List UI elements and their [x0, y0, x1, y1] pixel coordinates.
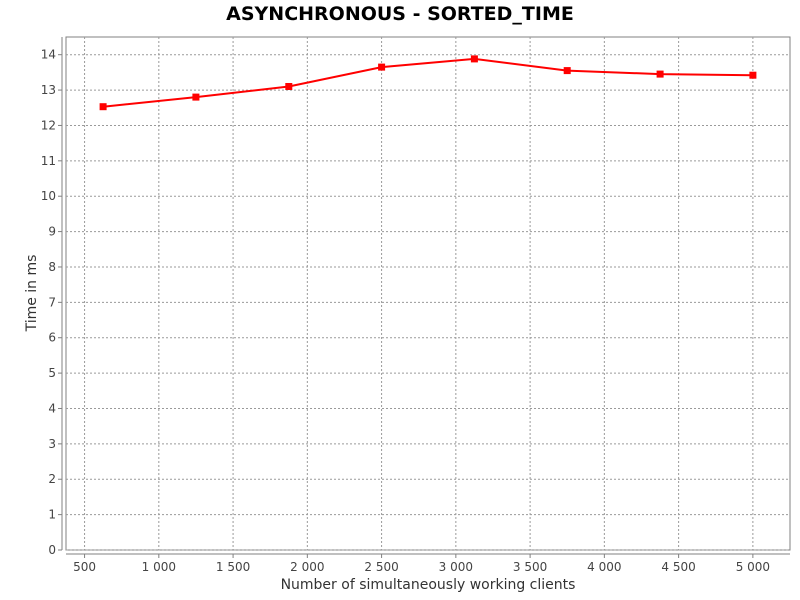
- y-tick-label: 8: [48, 260, 56, 274]
- y-tick-label: 3: [48, 437, 56, 451]
- grid-lines: [66, 37, 790, 551]
- y-tick-label: 5: [48, 366, 56, 380]
- x-tick-label: 4 500: [661, 560, 695, 574]
- y-tick-label: 10: [41, 189, 56, 203]
- data-point: [656, 70, 664, 78]
- data-point: [470, 55, 478, 63]
- chart-title: ASYNCHRONOUS - SORTED_TIME: [226, 3, 574, 25]
- x-tick-label: 4 000: [587, 560, 621, 574]
- data-point: [192, 93, 200, 101]
- y-tick-label: 12: [41, 118, 56, 132]
- x-tick-label: 1 000: [142, 560, 176, 574]
- y-tick-label: 2: [48, 472, 56, 486]
- data-point: [563, 67, 571, 75]
- x-axis: 500 1 000 1 500 2 000 2 500 3 000 3 500 4 000 4 …: [66, 553, 790, 574]
- y-tick-label: 4: [48, 401, 56, 415]
- plot-area: [65, 36, 791, 551]
- y-tick-label: 0: [48, 543, 56, 557]
- x-tick-label: 5 000: [736, 560, 770, 574]
- x-tick-label: 2 000: [290, 560, 324, 574]
- x-tick-label: 3 000: [439, 560, 473, 574]
- data-point: [378, 63, 386, 71]
- series-line: [102, 57, 753, 108]
- y-tick-label: 6: [48, 331, 56, 345]
- y-axis-label: Time in ms: [24, 255, 40, 333]
- x-tick-label: 3 500: [513, 560, 547, 574]
- y-tick-label: 14: [41, 48, 56, 62]
- y-tick-label: 13: [41, 83, 56, 97]
- x-axis-label: Number of simultaneously working clients: [281, 577, 576, 593]
- y-tick-label: 9: [48, 225, 56, 239]
- data-point: [285, 83, 293, 90]
- data-point: [99, 103, 107, 111]
- x-tick-label: 1 500: [216, 560, 250, 574]
- y-tick-label: 11: [41, 154, 56, 168]
- y-tick-label: 7: [48, 295, 56, 309]
- x-tick-label: 2 500: [364, 560, 398, 574]
- x-tick-label: 500: [73, 560, 96, 574]
- data-point: [749, 71, 757, 79]
- series-layer: [99, 55, 757, 111]
- y-tick-label: 1: [48, 508, 56, 522]
